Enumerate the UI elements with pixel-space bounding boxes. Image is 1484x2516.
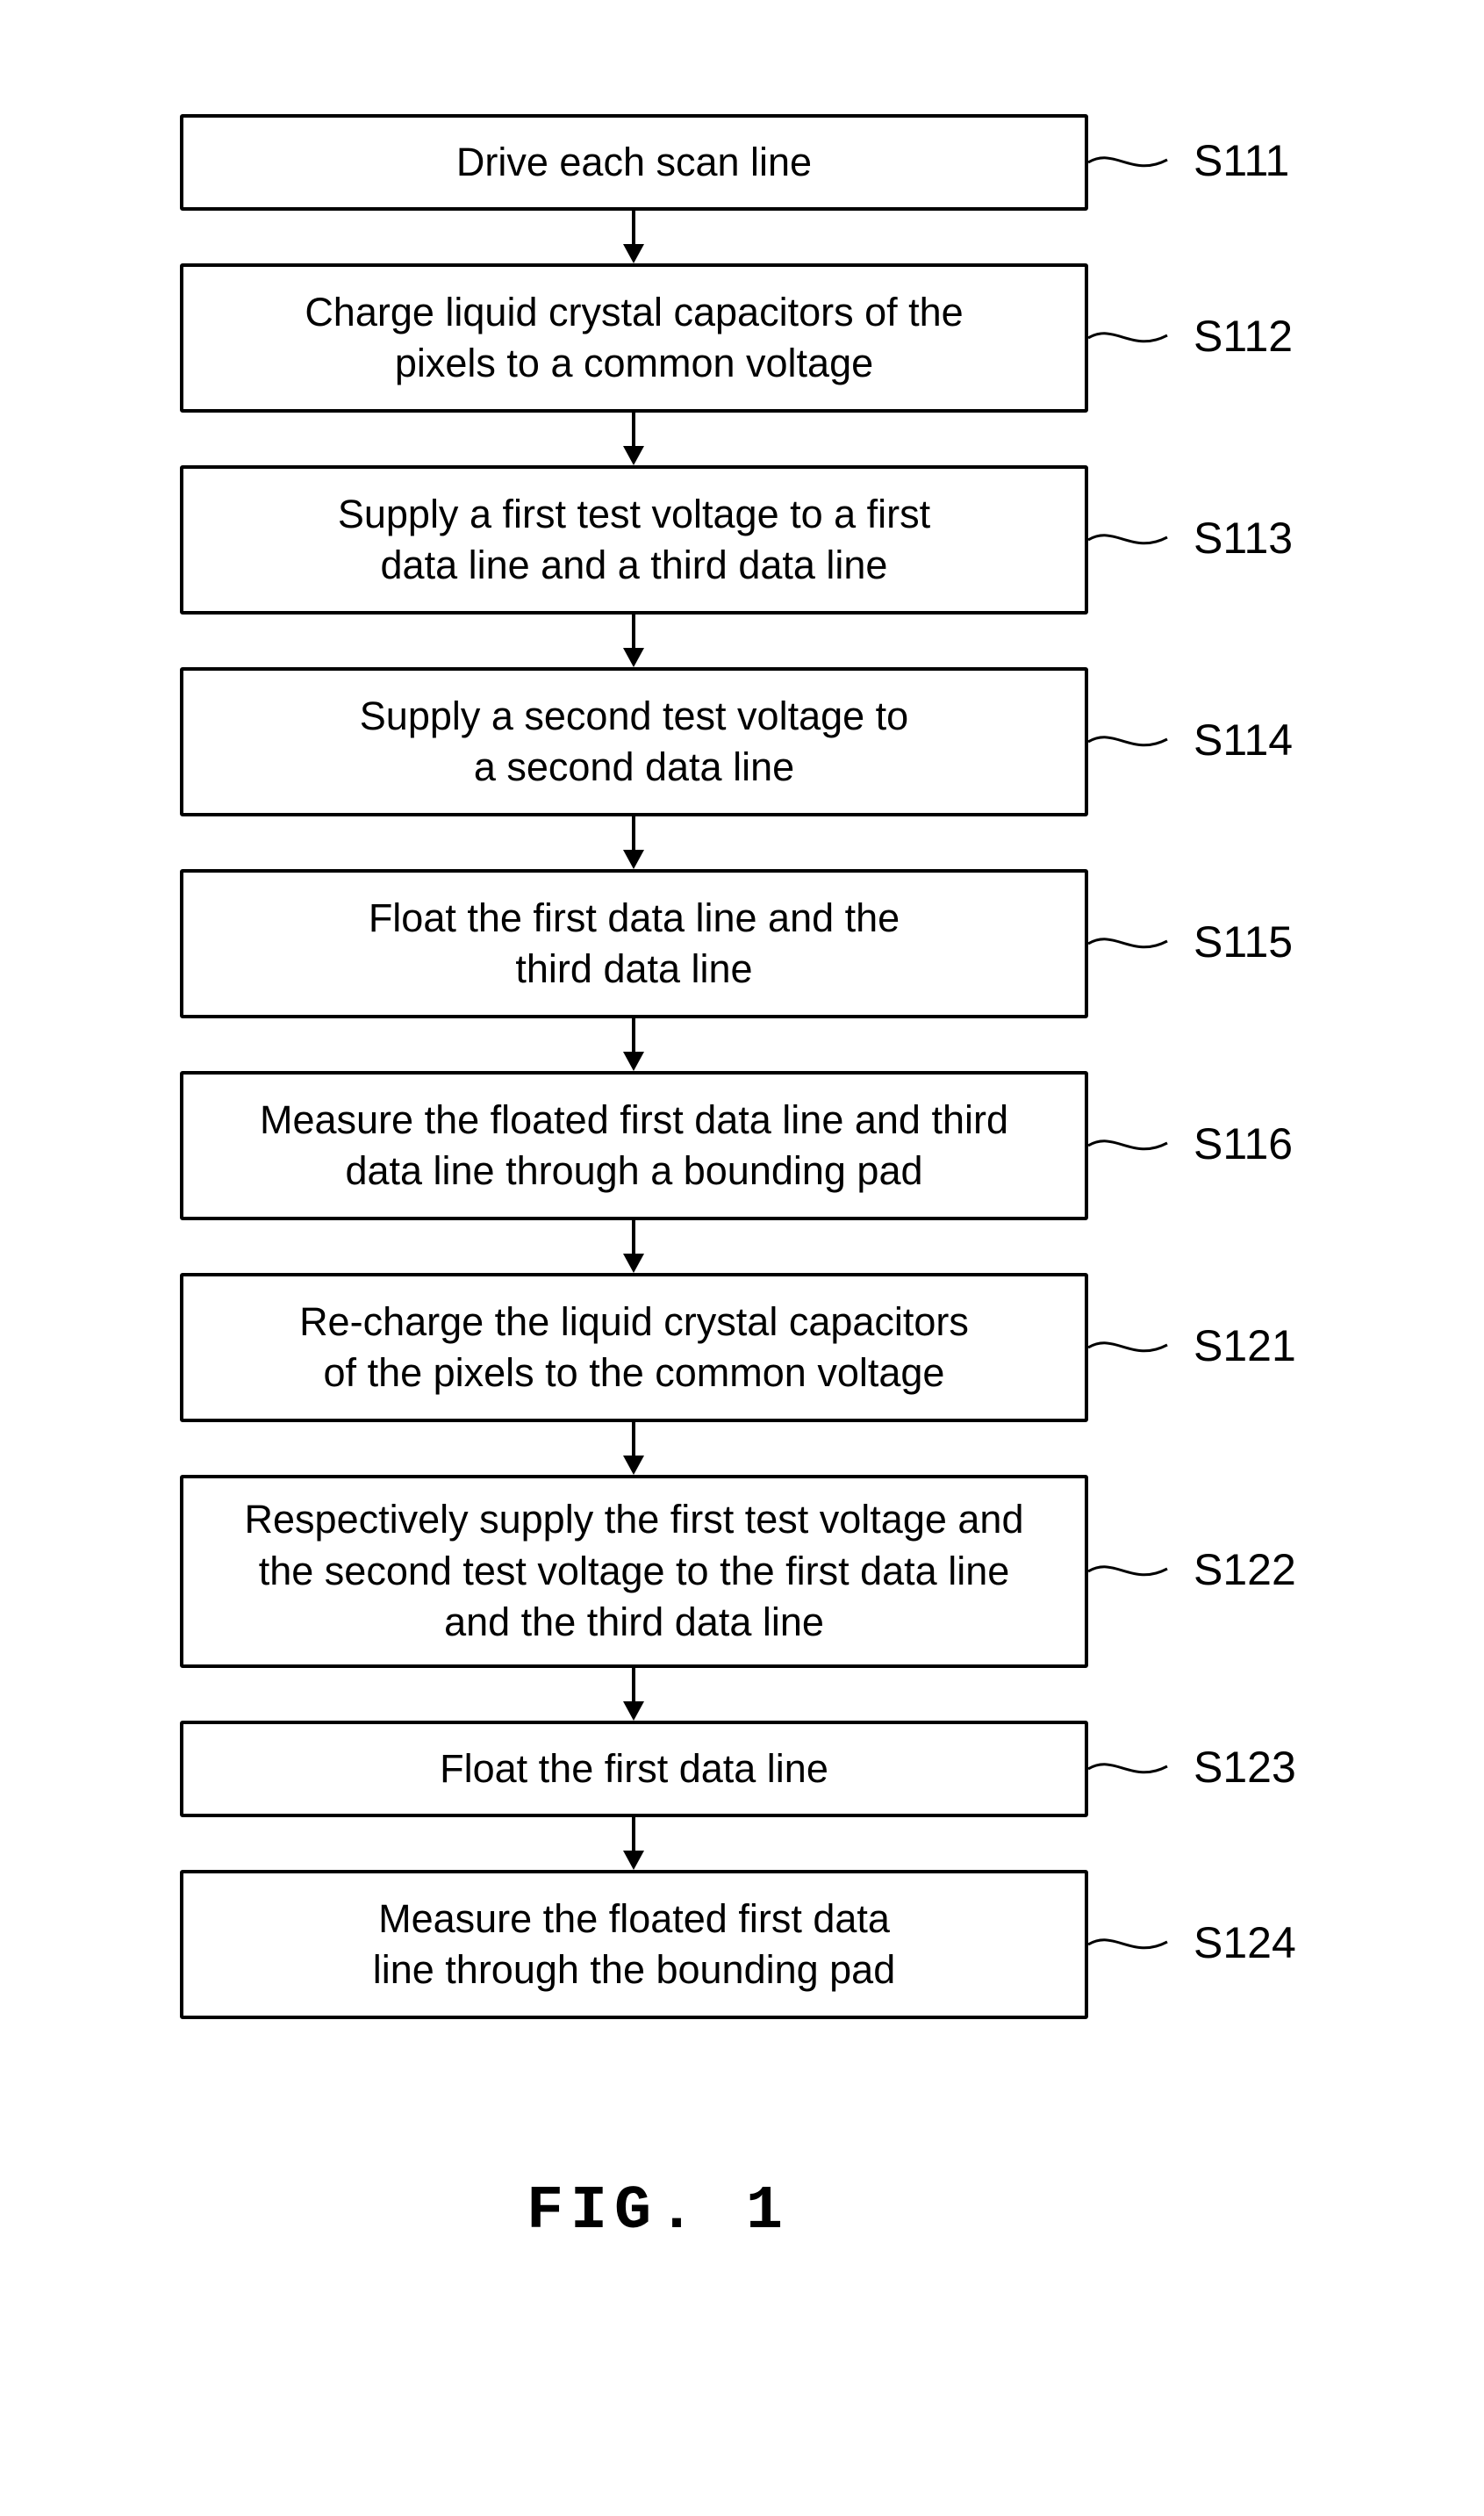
flowchart-step: Float the first data line — [180, 1721, 1088, 1817]
flowchart-step: Drive each scan line — [180, 114, 1088, 211]
figure-caption: FIG. 1 — [527, 2177, 790, 2246]
flowchart-step: Float the first data line and the third … — [180, 869, 1088, 1018]
flow-arrow-head — [623, 1851, 644, 1870]
flow-arrow-head — [623, 1701, 644, 1721]
step-label: S116 — [1194, 1118, 1293, 1169]
flow-arrow-shaft — [632, 1817, 635, 1851]
flowchart-step: Measure the floated first data line thro… — [180, 1870, 1088, 2019]
flow-arrow-head — [623, 648, 644, 667]
flowchart-step-text: Float the first data line and the third … — [360, 893, 908, 996]
step-connector — [1088, 1124, 1176, 1168]
flowchart-step-text: Float the first data line — [431, 1743, 837, 1795]
flow-arrow-head — [623, 1456, 644, 1475]
step-connector — [1088, 1549, 1176, 1593]
step-label: S122 — [1194, 1544, 1296, 1595]
step-label: S121 — [1194, 1320, 1296, 1371]
flow-arrow-head — [623, 850, 644, 869]
flowchart-step-text: Respectively supply the first test volta… — [236, 1494, 1033, 1649]
step-connector — [1088, 1326, 1176, 1369]
flow-arrow-shaft — [632, 1220, 635, 1254]
step-label: S115 — [1194, 917, 1293, 967]
step-connector — [1088, 518, 1176, 562]
step-connector — [1088, 140, 1176, 184]
flow-arrow-head — [623, 244, 644, 263]
flowchart-step-text: Drive each scan line — [448, 137, 821, 189]
flowchart-step: Supply a first test voltage to a first d… — [180, 465, 1088, 615]
step-label: S114 — [1194, 715, 1293, 766]
flow-arrow-shaft — [632, 1018, 635, 1052]
flow-arrow-head — [623, 446, 644, 465]
step-label: S124 — [1194, 1917, 1296, 1968]
flowchart-step-text: Re-charge the liquid crystal capacitors … — [290, 1297, 978, 1399]
flow-arrow-shaft — [632, 413, 635, 446]
flowchart-step: Charge liquid crystal capacitors of the … — [180, 263, 1088, 413]
flow-arrow-shaft — [632, 816, 635, 850]
step-label: S111 — [1194, 135, 1289, 186]
step-connector — [1088, 922, 1176, 966]
flowchart-step-text: Charge liquid crystal capacitors of the … — [296, 287, 971, 390]
step-connector — [1088, 720, 1176, 764]
step-connector — [1088, 1923, 1176, 1966]
flow-arrow-head — [623, 1052, 644, 1071]
step-connector — [1088, 316, 1176, 360]
flow-arrow-shaft — [632, 1422, 635, 1456]
step-label: S112 — [1194, 311, 1293, 362]
step-label: S113 — [1194, 513, 1293, 564]
flow-arrow-shaft — [632, 1668, 635, 1701]
flowchart-step-text: Measure the floated first data line thro… — [364, 1894, 905, 1996]
flow-arrow-shaft — [632, 615, 635, 648]
flowchart-step: Re-charge the liquid crystal capacitors … — [180, 1273, 1088, 1422]
flowchart-step: Respectively supply the first test volta… — [180, 1475, 1088, 1668]
flowchart-step: Measure the floated first data line and … — [180, 1071, 1088, 1220]
flowchart-step-text: Supply a second test voltage to a second… — [351, 691, 917, 794]
flow-arrow-head — [623, 1254, 644, 1273]
step-label: S123 — [1194, 1742, 1296, 1793]
step-connector — [1088, 1747, 1176, 1791]
flow-arrow-shaft — [632, 211, 635, 244]
flowchart-step-text: Supply a first test voltage to a first d… — [329, 489, 939, 592]
flowchart-step-text: Measure the floated first data line and … — [251, 1095, 1017, 1197]
flowchart-step: Supply a second test voltage to a second… — [180, 667, 1088, 816]
